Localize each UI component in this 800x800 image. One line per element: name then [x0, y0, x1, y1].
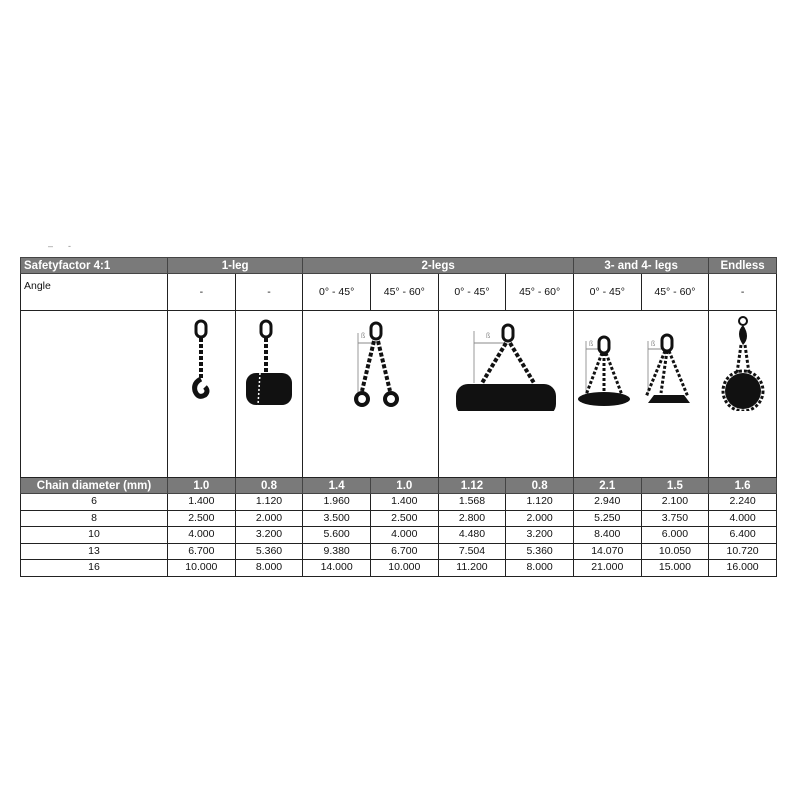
load-value-cell: 1.400: [167, 493, 236, 511]
load-value-cell: 16.000: [708, 559, 777, 577]
table-row: 6 1.400 1.120 1.960 1.400 1.568 1.120 2.940 2.10…: [20, 493, 777, 511]
angle-label: Angle: [20, 273, 168, 311]
load-value-cell: 1.568: [437, 493, 507, 511]
angle-cell: -: [167, 273, 236, 311]
load-value-cell: 1.120: [505, 493, 574, 511]
load-value-cell: 2.500: [369, 509, 439, 527]
load-value-cell: 4.480: [437, 526, 507, 544]
group-header-row: Safetyfactor 4:1 1-leg 2-legs 3- and 4- …: [20, 257, 777, 274]
load-value-cell: 3.200: [505, 526, 574, 544]
two-leg-cylinder-icon: ß: [437, 310, 574, 478]
svg-text:ß: ß: [361, 333, 365, 340]
load-value-cell: 5.360: [505, 542, 574, 560]
load-value-cell: 11.200: [437, 559, 507, 577]
chain-diameter-cell: 6: [20, 493, 168, 511]
angle-cell: -: [234, 273, 304, 311]
angle-cell: -: [708, 273, 777, 311]
load-value-cell: 6.000: [640, 526, 710, 544]
load-value-cell: 2.240: [708, 493, 777, 511]
load-value-cell: 5.600: [302, 526, 371, 544]
group-3-4-legs: 3- and 4- legs: [572, 257, 710, 274]
stray-mark: -: [68, 241, 71, 251]
load-value-cell: 10.050: [640, 542, 710, 560]
load-value-cell: 10.000: [369, 559, 439, 577]
load-value-cell: 14.000: [302, 559, 371, 577]
factor-cell: 1.5: [640, 477, 710, 494]
factor-cell: 1.4: [302, 477, 371, 494]
group-2-legs: 2-legs: [302, 257, 574, 274]
load-value-cell: 1.120: [234, 493, 304, 511]
load-value-cell: 2.000: [505, 509, 574, 527]
table-row: 10 4.000 3.200 5.600 4.000 4.480 3.200 8.400 6.0…: [20, 526, 777, 544]
factor-cell: 1.12: [437, 477, 507, 494]
chain-diameter-cell: 16: [20, 559, 168, 577]
load-value-cell: 6.700: [167, 542, 236, 560]
chain-diameter-cell: 8: [20, 509, 168, 527]
factor-cell: 1.0: [369, 477, 439, 494]
svg-text:ß: ß: [651, 341, 655, 348]
factor-cell: 2.1: [572, 477, 642, 494]
angle-cell: 0° - 45°: [572, 273, 642, 311]
load-value-cell: 8.000: [234, 559, 304, 577]
safety-factor-label: Safetyfactor 4:1: [20, 257, 168, 274]
single-leg-hook-icon: [167, 310, 236, 478]
table-row: 16 10.000 8.000 14.000 10.000 11.200 8.000 21.0…: [20, 559, 777, 577]
load-value-cell: 5.360: [234, 542, 304, 560]
table-row: 8 2.500 2.000 3.500 2.500 2.800 2.000 5.250 3.75…: [20, 509, 777, 527]
endless-chain-icon: [708, 310, 777, 478]
load-value-cell: 2.000: [234, 509, 304, 527]
load-value-cell: 15.000: [640, 559, 710, 577]
angle-cell: 0° - 45°: [302, 273, 371, 311]
load-value-cell: 1.960: [302, 493, 371, 511]
two-leg-hooks-icon: ß: [302, 310, 439, 478]
load-value-cell: 3.750: [640, 509, 710, 527]
angle-row: Angle - -0° - 45° 45° - 60° 0° - 45° 45° - 6…: [20, 273, 777, 311]
chain-diameter-label: Chain diameter (mm): [20, 477, 168, 494]
angle-cell: 0° - 45°: [437, 273, 507, 311]
load-value-cell: 4.000: [708, 509, 777, 527]
diagram-spacer: [20, 310, 168, 478]
load-value-cell: 10.000: [167, 559, 236, 577]
svg-text:ß: ß: [486, 333, 490, 340]
load-value-cell: 8.400: [572, 526, 642, 544]
load-value-cell: 9.380: [302, 542, 371, 560]
load-value-cell: 2.940: [572, 493, 642, 511]
svg-text:ß: ß: [589, 341, 593, 348]
chain-load-table: Safetyfactor 4:1 1-leg 2-legs 3- and 4- …: [20, 257, 777, 577]
load-value-cell: 21.000: [572, 559, 642, 577]
single-leg-choke-cylinder-icon: [234, 310, 304, 478]
load-value-cell: 3.500: [302, 509, 371, 527]
factor-cell: 0.8: [505, 477, 574, 494]
load-value-cell: 4.000: [167, 526, 236, 544]
chain-diameter-cell: 13: [20, 542, 168, 560]
table-row: 13 6.700 5.360 9.380 6.700 7.504 5.360 14.070 10…: [20, 542, 777, 560]
load-value-cell: 2.100: [640, 493, 710, 511]
angle-cell: 45° - 60°: [505, 273, 574, 311]
load-value-cell: 14.070: [572, 542, 642, 560]
factor-cell: 1.6: [708, 477, 777, 494]
group-endless: Endless: [708, 257, 777, 274]
load-value-cell: 4.000: [369, 526, 439, 544]
group-1-leg: 1-leg: [166, 257, 304, 274]
load-value-cell: 6.700: [369, 542, 439, 560]
chain-diameter-cell: 10: [20, 526, 168, 544]
load-value-cell: 2.500: [167, 509, 236, 527]
angle-cell: 45° - 60°: [369, 273, 439, 311]
stray-mark: –: [48, 241, 54, 251]
angle-cell: 45° - 60°: [640, 273, 710, 311]
load-value-cell: 10.720: [708, 542, 777, 560]
factor-cell: 1.0: [167, 477, 236, 494]
chain-diameter-header-row: Chain diameter (mm) 1.0 0.8 1.4 1.0 1.12 0.8 2…: [20, 477, 777, 494]
load-value-cell: 8.000: [505, 559, 574, 577]
load-value-cell: 2.800: [437, 509, 507, 527]
load-value-cell: 3.200: [234, 526, 304, 544]
load-value-cell: 6.400: [708, 526, 777, 544]
load-value-cell: 1.400: [369, 493, 439, 511]
load-value-cell: 7.504: [437, 542, 507, 560]
load-value-cell: 5.250: [572, 509, 642, 527]
factor-cell: 0.8: [234, 477, 304, 494]
